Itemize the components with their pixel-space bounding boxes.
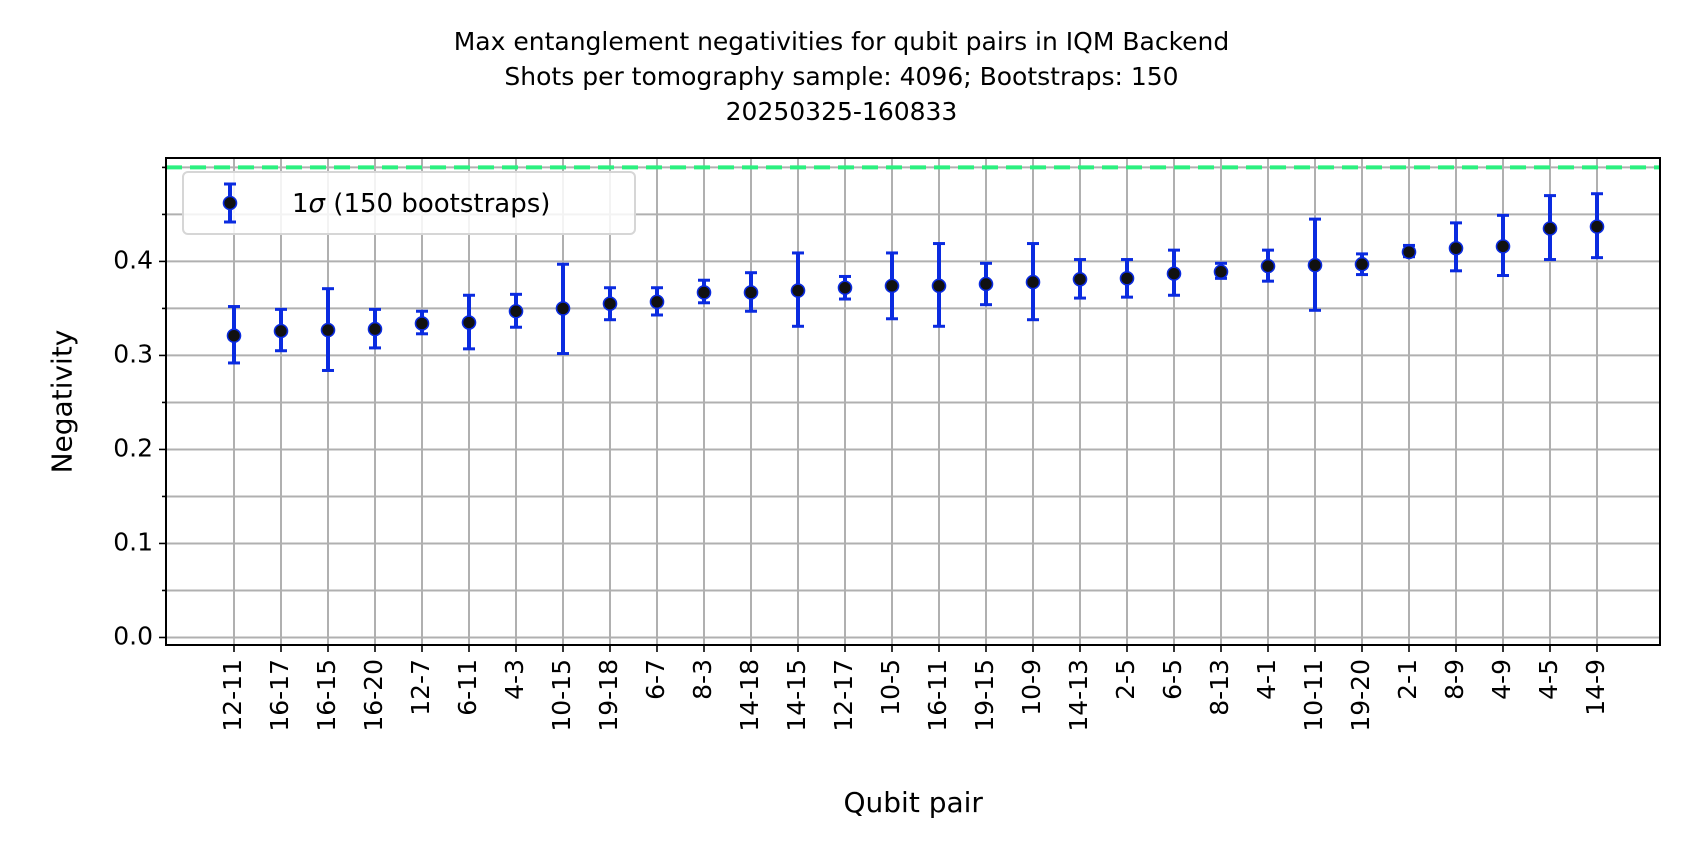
grid-lines <box>166 158 1660 645</box>
data-point <box>649 294 665 310</box>
x-tick-label: 4-9 <box>1487 659 1516 700</box>
data-point <box>273 323 289 339</box>
x-tick-label: 16-20 <box>359 659 388 732</box>
x-tick-label: 6-7 <box>641 659 670 700</box>
data-point <box>555 301 571 316</box>
data-point <box>1119 271 1135 286</box>
legend-label-prefix: 1 <box>292 189 309 219</box>
y-tick-label: 0.2 <box>113 433 153 462</box>
data-point <box>320 322 336 338</box>
y-tick-label: 0.1 <box>113 527 153 556</box>
data-point <box>414 316 430 331</box>
data-point <box>1260 258 1276 274</box>
x-tick-label: 19-20 <box>1346 659 1375 732</box>
x-tick-label: 14-13 <box>1064 659 1093 732</box>
x-tick-label: 10-11 <box>1299 659 1328 732</box>
data-point <box>790 283 806 298</box>
x-tick-label: 14-9 <box>1581 659 1610 716</box>
x-tick-label: 8-13 <box>1205 659 1234 716</box>
data-point <box>743 285 759 300</box>
data-point <box>1401 244 1417 260</box>
x-tick-label: 10-9 <box>1017 659 1046 716</box>
data-point <box>1025 274 1041 290</box>
x-tick-label: 10-15 <box>547 659 576 732</box>
x-tick-label: 10-5 <box>876 659 905 716</box>
x-tick-label: 16-11 <box>923 659 952 732</box>
data-point <box>367 321 383 337</box>
data-marks <box>226 192 1605 372</box>
data-point <box>1166 266 1182 281</box>
data-point <box>1213 264 1229 280</box>
data-point <box>1589 219 1605 234</box>
data-point <box>978 276 994 292</box>
x-tick-label: 8-9 <box>1440 659 1469 700</box>
legend-label-sigma: σ <box>309 189 327 219</box>
x-tick-label: 14-18 <box>735 659 764 732</box>
data-point <box>508 303 524 319</box>
x-tick-label: 16-17 <box>265 659 294 732</box>
y-tick-label: 0.3 <box>113 339 153 368</box>
chart-title-line-1: Max entanglement negativities for qubit … <box>453 27 1230 56</box>
x-tick-label: 4-5 <box>1534 659 1563 700</box>
data-point <box>1448 240 1464 256</box>
x-tick-label: 19-15 <box>970 659 999 732</box>
x-tick-label: 6-11 <box>453 659 482 716</box>
data-point <box>696 285 712 300</box>
legend-point <box>222 195 238 211</box>
data-point <box>931 278 947 294</box>
data-point <box>884 278 900 294</box>
y-tick-label: 0.4 <box>113 245 153 274</box>
data-point <box>602 296 618 312</box>
chart-title-line-3: 20250325-160833 <box>725 97 958 126</box>
legend-marker-icon <box>222 182 238 224</box>
x-tick-label: 19-18 <box>594 659 623 732</box>
x-tick-label: 14-15 <box>782 659 811 732</box>
x-tick-label: 12-7 <box>406 659 435 716</box>
x-tick-label: 2-5 <box>1111 659 1140 700</box>
data-point <box>1307 257 1323 273</box>
legend-label-suffix: (150 bootstraps) <box>325 189 550 219</box>
data-point <box>226 328 242 343</box>
x-tick-label: 16-15 <box>312 659 341 732</box>
x-tick-label: 12-11 <box>218 659 247 732</box>
x-tick-label: 12-17 <box>829 659 858 732</box>
axis-ticks: 0.0 0.1 0.2 0.3 0.4 12-11 16-17 16-15 16-20 12-7 6… <box>113 166 1610 732</box>
data-point <box>1542 221 1558 236</box>
y-tick-label: 0.0 <box>113 621 153 650</box>
x-tick-label: 4-3 <box>500 659 529 700</box>
data-point <box>1495 239 1511 254</box>
chart-title-line-2: Shots per tomography sample: 4096; Boots… <box>504 62 1179 91</box>
x-tick-label: 4-1 <box>1252 659 1281 700</box>
legend-box <box>182 171 636 235</box>
data-point <box>837 280 853 296</box>
y-axis-label: Negativity <box>45 329 79 474</box>
data-point <box>461 315 477 330</box>
legend-label: 1σ (150 bootstraps) <box>292 189 550 219</box>
data-point <box>1072 271 1088 287</box>
x-tick-label: 2-1 <box>1393 659 1422 700</box>
x-tick-label: 8-3 <box>688 659 717 700</box>
x-tick-label: 6-5 <box>1158 659 1187 700</box>
data-point <box>1354 256 1370 272</box>
legend: 1σ (150 bootstraps) <box>182 171 636 235</box>
plot-frame <box>165 157 1661 646</box>
x-axis-label: Qubit pair <box>843 786 983 819</box>
